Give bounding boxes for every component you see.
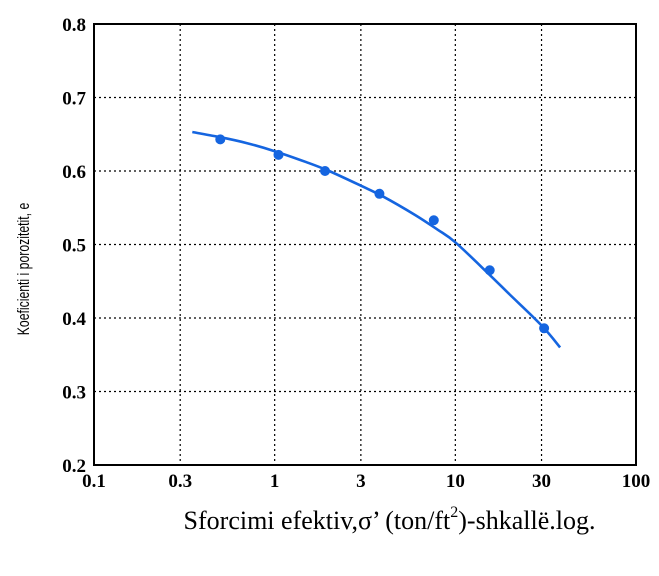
y-tick-label: 0.5: [62, 236, 86, 257]
data-point: [320, 166, 331, 176]
y-tick-label: 0.8: [62, 15, 86, 36]
data-point: [215, 134, 226, 145]
x-axis-label-suffix: )-shkallë.log.: [458, 506, 596, 535]
x-tick-label: 1: [270, 471, 280, 492]
fit-curve: [192, 130, 562, 349]
x-axis-label-superscript: 2: [450, 504, 459, 521]
data-point: [374, 188, 385, 199]
data-point: [539, 323, 550, 334]
grid-lines: [94, 24, 636, 465]
data-point: [484, 265, 495, 276]
y-tick-label: 0.4: [62, 309, 86, 330]
y-tick-label: 0.7: [62, 89, 86, 110]
y-axis-label: Koeficienti i porozitetit, e: [15, 203, 33, 336]
x-tick-labels: 0.1 0.3 1 3 10 30 100: [82, 471, 650, 492]
x-tick-label: 100: [622, 471, 651, 492]
y-tick-labels: 0.2 0.3 0.4 0.5 0.6 0.7 0.8: [62, 15, 86, 477]
plot-area-frame: [93, 23, 637, 466]
x-tick-label: 10: [446, 471, 465, 492]
y-tick-label: 0.2: [62, 456, 86, 477]
fit-curve-layer: [192, 130, 562, 349]
x-tick-label: 0.1: [82, 471, 106, 492]
x-axis-label: Sforcimi efektiv,σ’ (ton/ft2)-shkallë.lo…: [0, 504, 659, 536]
data-point: [273, 149, 284, 160]
y-tick-label: 0.3: [62, 383, 86, 404]
x-tick-label: 30: [532, 471, 551, 492]
x-tick-label: 0.3: [168, 471, 192, 492]
data-points-layer: [215, 134, 550, 334]
x-tick-label: 3: [356, 471, 366, 492]
x-axis-label-prefix: Sforcimi efektiv,σ’ (ton/ft: [183, 506, 451, 535]
data-point: [428, 215, 439, 226]
y-tick-label: 0.6: [62, 162, 86, 183]
